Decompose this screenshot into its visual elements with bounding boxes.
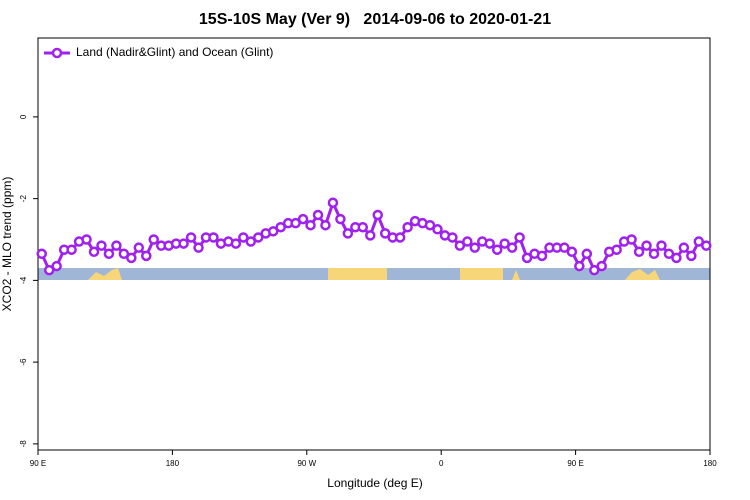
data-point [536,250,548,262]
data-point [290,217,301,229]
data-point [424,219,436,231]
data-point [521,252,533,264]
data-point [462,236,473,247]
data-point [36,248,47,260]
data-point [267,226,279,237]
data-point [208,232,219,243]
land-patch [88,268,122,280]
data-point [566,246,578,258]
data-point [148,234,159,245]
data-point [611,244,622,255]
data-point [185,232,197,243]
x-tick-label: 90 E [30,459,46,468]
data-point [596,260,607,272]
y-tick-label: -6 [19,358,28,366]
data-point [103,248,115,260]
y-tick-label: 0 [19,114,28,119]
data-point [81,234,92,245]
y-tick-label: -2 [19,195,28,203]
data-point [499,238,510,249]
data-point [469,242,481,253]
land-patch [328,268,387,280]
x-tick-label: 90 E [567,459,583,468]
data-point [312,209,324,221]
chart-title: 15S-10S May (Ver 9) 2014-09-06 to 2020-0… [199,11,551,28]
data-point [447,232,458,243]
surface-strip [38,268,710,280]
data-point [96,240,107,251]
data-point [51,260,62,272]
data-point [320,219,331,231]
y-tick-label: -4 [19,276,28,284]
data-point [454,240,466,251]
data-point [275,221,286,233]
data-point [335,213,346,225]
legend-marker [51,47,63,59]
data-point [238,232,249,243]
data-point [111,240,122,251]
land-patch [460,268,503,280]
data-point [305,219,316,231]
data-point [648,248,660,260]
data-point [514,232,525,243]
data-point [686,250,697,262]
data-point [342,228,354,239]
data-point [66,244,77,255]
data-point [297,213,309,225]
data-point [245,236,257,247]
data-point [678,242,690,253]
y-tick-label: -8 [19,440,28,448]
data-point [671,252,682,264]
data-point [178,238,189,249]
data-point [663,248,675,260]
data-point [581,248,593,260]
x-axis-label: Longitude (deg E) [327,476,422,490]
data-point [589,264,600,276]
data-point [394,232,406,243]
data-point [118,248,130,260]
data-point [193,242,204,253]
data-point [357,221,369,233]
data-point [253,232,264,243]
data-point [327,197,339,208]
data-point [88,246,100,258]
land-patch [512,270,520,280]
data-point [372,209,383,221]
data-point [432,224,443,235]
x-tick-label: 0 [439,459,444,468]
data-point [633,246,645,258]
data-point [559,242,570,253]
x-tick-label: 180 [703,459,717,468]
data-point [230,238,242,249]
x-tick-label: 90 W [297,459,316,468]
data-point [126,252,137,264]
legend-label: Land (Nadir&Glint) and Ocean (Glint) [76,45,273,59]
data-point [506,242,518,253]
x-tick-label: 180 [166,459,180,468]
data-point [693,236,705,247]
data-point [141,250,152,262]
data-point [701,240,712,251]
data-point [43,264,55,276]
data-point [402,221,413,233]
data-point [641,240,652,251]
data-point [574,260,585,272]
y-axis-label: XCO2 - MLO trend (ppm) [0,177,14,312]
data-point [626,234,637,245]
data-point [379,228,391,239]
data-point [133,242,145,253]
data-point [656,240,667,251]
data-point [484,238,495,249]
land-patch [625,269,660,280]
data-point [365,230,376,241]
data-point [491,244,503,255]
